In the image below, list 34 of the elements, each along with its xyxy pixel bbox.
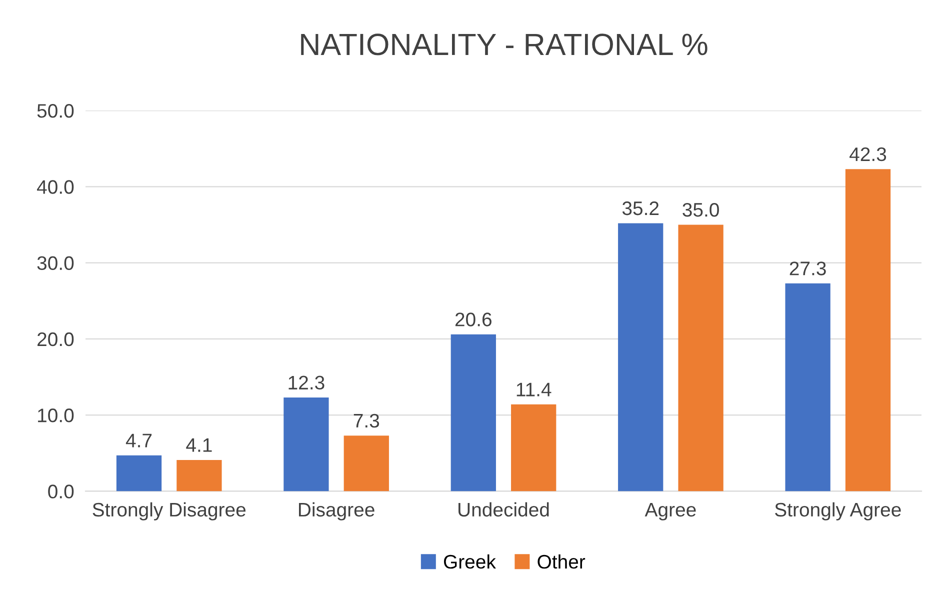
bar xyxy=(845,169,891,492)
bar xyxy=(678,224,724,492)
legend-label: Other xyxy=(538,554,586,569)
data-label: 7.3 xyxy=(354,414,380,428)
data-label: 35.2 xyxy=(622,201,659,216)
y-tick-label: 0.0 xyxy=(48,484,74,498)
data-label: 12.3 xyxy=(288,376,324,390)
bar xyxy=(344,436,389,492)
data-label: 42.3 xyxy=(850,147,886,162)
x-tick-label: Disagree xyxy=(298,502,374,520)
legend-label: Greek xyxy=(444,554,496,569)
x-tick-label: Strongly Disagree xyxy=(92,502,246,520)
data-label: 11.4 xyxy=(516,382,552,396)
x-tick-label: Agree xyxy=(644,503,696,520)
x-tick-label: Strongly Agree xyxy=(775,502,901,520)
data-label: 27.3 xyxy=(790,262,826,276)
bar xyxy=(785,283,830,492)
bar xyxy=(511,404,556,492)
bar xyxy=(176,460,222,492)
y-tick-label: 50.0 xyxy=(37,104,74,118)
chart-title: NATIONALITY - RATIONAL % xyxy=(301,34,708,56)
data-label: 20.6 xyxy=(455,312,492,326)
y-tick-label: 30.0 xyxy=(37,256,74,270)
data-label: 4.7 xyxy=(126,434,152,448)
bar xyxy=(284,398,329,492)
data-label: 4.1 xyxy=(186,438,212,452)
bar xyxy=(116,455,162,492)
y-tick-label: 40.0 xyxy=(36,180,74,194)
y-tick-label: 20.0 xyxy=(38,332,74,346)
y-tick-label: 10.0 xyxy=(38,408,74,422)
data-label: 35.0 xyxy=(682,202,719,217)
bar xyxy=(450,334,496,492)
bar xyxy=(618,223,664,492)
x-tick-label: Undecided xyxy=(458,502,549,517)
